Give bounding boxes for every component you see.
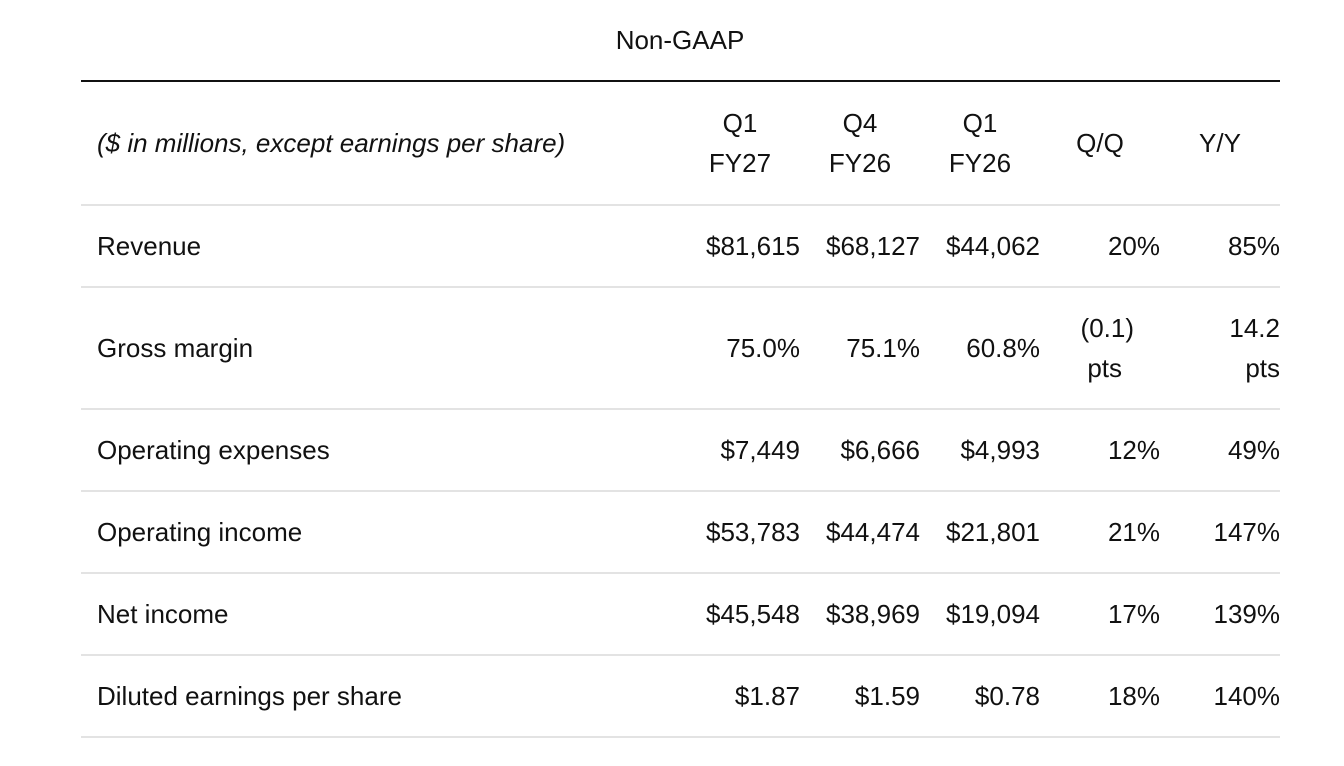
header-col-q1-fy27-line2: FY27 (708, 148, 772, 178)
cell-qq: 17% (1107, 599, 1160, 629)
header-label: ($ in millions, except earnings per shar… (97, 128, 566, 158)
cell-q4-fy26: $6,666 (840, 435, 920, 465)
cell-qq-value: (0.1) (1080, 313, 1134, 343)
header-col-q1-fy26-line1: Q1 (962, 108, 998, 138)
header-col-yy: Y/Y (1199, 128, 1241, 158)
cell-q1-fy26: $19,094 (946, 599, 1040, 629)
cell-yy-value: 14.2 (1229, 313, 1280, 343)
financial-table: ($ in millions, except earnings per shar… (81, 80, 1280, 738)
cell-q1-fy26: $44,062 (946, 231, 1040, 261)
header-col-q4-fy26-line2: FY26 (828, 148, 892, 178)
cell-q1-fy27: $45,548 (706, 599, 800, 629)
cell-q1-fy27: $7,449 (720, 435, 800, 465)
cell-q1-fy27: 75.0% (726, 333, 800, 363)
cell-qq: 21% (1107, 517, 1160, 547)
cell-qq: 20% (1107, 231, 1160, 261)
table-header-row: ($ in millions, except earnings per shar… (81, 82, 1280, 206)
row-label: Operating income (97, 517, 303, 547)
header-col-q1-fy27: Q1 FY27 (680, 103, 800, 183)
row-label: Gross margin (97, 333, 254, 363)
table-row-gross-margin: Gross margin 75.0% 75.1% 60.8% (0.1) pts… (81, 288, 1280, 410)
cell-q1-fy26: $4,993 (960, 435, 1040, 465)
cell-q4-fy26: $68,127 (826, 231, 920, 261)
cell-qq-unit: pts (1087, 353, 1122, 383)
header-col-q4-fy26-line1: Q4 (842, 108, 878, 138)
cell-q4-fy26: $38,969 (826, 599, 920, 629)
cell-q4-fy26: $44,474 (826, 517, 920, 547)
table-row-operating-income: Operating income $53,783 $44,474 $21,801… (81, 492, 1280, 574)
cell-q1-fy27: $81,615 (706, 231, 800, 261)
table-row-diluted-eps: Diluted earnings per share $1.87 $1.59 $… (81, 656, 1280, 738)
row-label: Operating expenses (97, 435, 330, 465)
row-label: Revenue (97, 231, 202, 261)
table-row-revenue: Revenue $81,615 $68,127 $44,062 20% 85% (81, 206, 1280, 288)
cell-q1-fy27: $1.87 (734, 681, 800, 711)
cell-yy-unit: pts (1245, 353, 1280, 383)
page-title: Non-GAAP (615, 25, 745, 55)
cell-yy: 147% (1213, 517, 1281, 547)
cell-q4-fy26: $1.59 (854, 681, 920, 711)
row-label: Diluted earnings per share (97, 681, 402, 711)
cell-q1-fy26: $0.78 (974, 681, 1040, 711)
cell-q1-fy26: 60.8% (966, 333, 1040, 363)
cell-qq: 18% (1107, 681, 1160, 711)
cell-qq: 12% (1107, 435, 1160, 465)
cell-qq: (0.1) pts (1040, 308, 1160, 388)
header-col-q4-fy26: Q4 FY26 (800, 103, 920, 183)
table-row-net-income: Net income $45,548 $38,969 $19,094 17% 1… (81, 574, 1280, 656)
header-col-qq: Q/Q (1076, 128, 1124, 158)
cell-yy: 139% (1213, 599, 1281, 629)
header-col-q1-fy26-line2: FY26 (948, 148, 1012, 178)
cell-q4-fy26: 75.1% (846, 333, 920, 363)
cell-yy: 14.2 pts (1160, 308, 1280, 388)
cell-yy: 85% (1227, 231, 1280, 261)
cell-q1-fy27: $53,783 (706, 517, 800, 547)
header-col-q1-fy26: Q1 FY26 (920, 103, 1040, 183)
cell-q1-fy26: $21,801 (946, 517, 1040, 547)
header-col-q1-fy27-line1: Q1 (722, 108, 758, 138)
cell-yy: 140% (1213, 681, 1281, 711)
row-label: Net income (97, 599, 229, 629)
cell-yy: 49% (1227, 435, 1280, 465)
table-row-operating-expenses: Operating expenses $7,449 $6,666 $4,993 … (81, 410, 1280, 492)
